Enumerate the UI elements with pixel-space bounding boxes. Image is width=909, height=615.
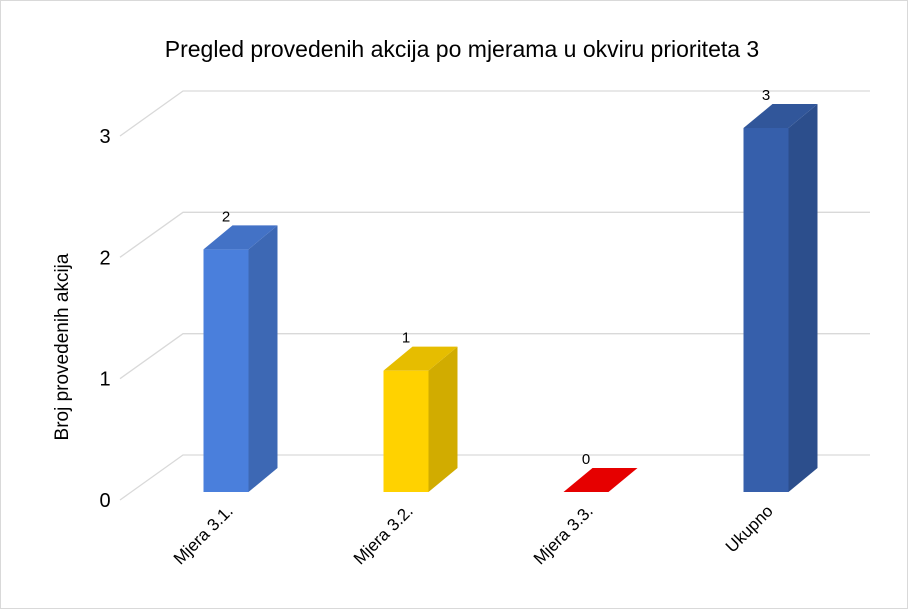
- bar-side: [248, 225, 278, 493]
- grid-line: [119, 90, 870, 137]
- bar: [383, 346, 458, 492]
- bar-side: [788, 104, 818, 492]
- bar-front: [383, 370, 429, 492]
- y-tick-label: 3: [99, 126, 110, 148]
- bar-front: [203, 249, 249, 492]
- grid-line: [119, 333, 870, 380]
- y-axis-label: Broj provedenih akcija: [52, 253, 73, 440]
- y-tick-label: 0: [99, 490, 110, 512]
- value-label: 1: [402, 330, 410, 347]
- value-label: 2: [222, 208, 230, 225]
- bar-top: [383, 346, 458, 371]
- y-tick-label: 2: [99, 247, 110, 269]
- chart-title: Pregled provedenih akcija po mjerama u o…: [165, 36, 759, 62]
- bar-side: [428, 346, 458, 492]
- bar-top: [563, 468, 638, 492]
- bar: [203, 225, 278, 493]
- grid-line: [119, 454, 870, 501]
- y-tick-label: 1: [99, 369, 110, 391]
- bar-front: [743, 128, 789, 492]
- bar: [563, 468, 638, 492]
- bar-top: [203, 225, 278, 250]
- bar: [743, 104, 818, 492]
- value-label: 0: [582, 451, 590, 468]
- grid-line: [119, 211, 870, 258]
- bar-top: [743, 104, 818, 128]
- value-label: 3: [762, 87, 770, 104]
